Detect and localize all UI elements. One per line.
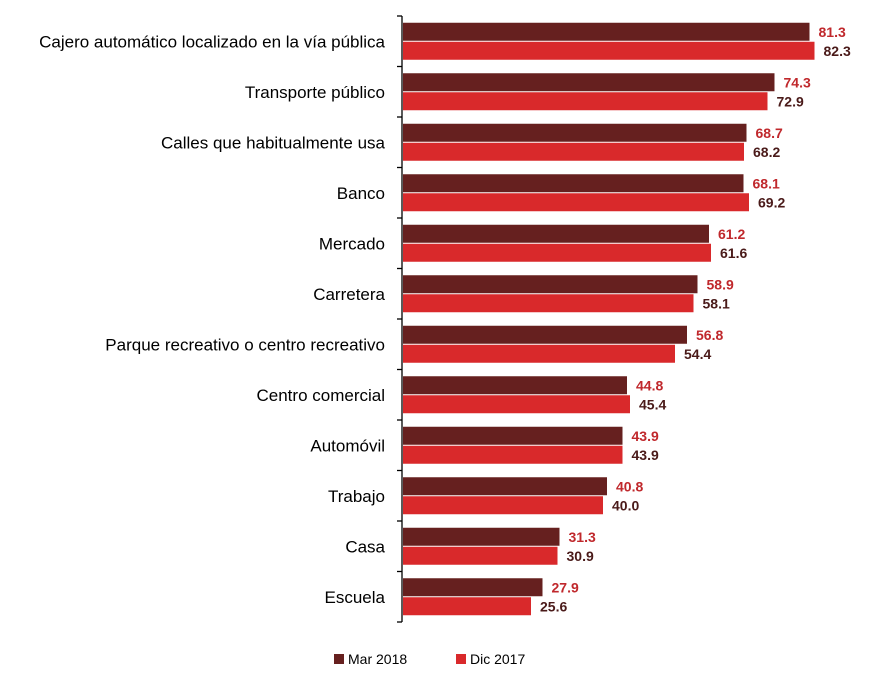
bar-mar-2018 bbox=[403, 22, 810, 41]
data-label-dic-2017: 25.6 bbox=[540, 598, 567, 614]
legend-item-dic-2017: Dic 2017 bbox=[456, 651, 525, 667]
data-label-mar-2018: 81.3 bbox=[819, 24, 846, 40]
axis-layer bbox=[397, 15, 403, 623]
data-label-dic-2017: 72.9 bbox=[777, 93, 804, 109]
legend-swatch bbox=[334, 654, 344, 664]
data-label-dic-2017: 30.9 bbox=[567, 548, 594, 564]
bar-mar-2018 bbox=[403, 376, 627, 395]
data-label-mar-2018: 44.8 bbox=[636, 377, 663, 393]
bar-dic-2017 bbox=[403, 496, 603, 515]
bar-mar-2018 bbox=[403, 426, 623, 445]
data-label-mar-2018: 27.9 bbox=[552, 579, 579, 595]
category-label: Cajero automático localizado en la vía p… bbox=[39, 32, 385, 51]
data-label-mar-2018: 68.1 bbox=[753, 175, 780, 191]
category-label: Calles que habitualmente usa bbox=[161, 133, 386, 152]
bar-dic-2017 bbox=[403, 445, 623, 464]
category-label: Escuela bbox=[325, 588, 386, 607]
bar-mar-2018 bbox=[403, 527, 560, 546]
data-label-dic-2017: 54.4 bbox=[684, 346, 711, 362]
category-label: Centro comercial bbox=[257, 386, 386, 405]
data-label-dic-2017: 43.9 bbox=[632, 447, 659, 463]
bar-mar-2018 bbox=[403, 73, 775, 92]
bar-dic-2017 bbox=[403, 41, 815, 60]
category-label: Mercado bbox=[319, 234, 385, 253]
bar-dic-2017 bbox=[403, 597, 531, 616]
category-label: Casa bbox=[345, 537, 385, 556]
data-label-mar-2018: 31.3 bbox=[569, 529, 596, 545]
labels-layer: Cajero automático localizado en la vía p… bbox=[39, 24, 851, 615]
category-label: Carretera bbox=[313, 285, 385, 304]
data-label-dic-2017: 58.1 bbox=[703, 295, 730, 311]
data-label-mar-2018: 58.9 bbox=[707, 276, 734, 292]
bar-dic-2017 bbox=[403, 243, 711, 262]
data-label-dic-2017: 45.4 bbox=[639, 396, 666, 412]
bar-mar-2018 bbox=[403, 477, 607, 496]
category-label: Transporte público bbox=[245, 83, 385, 102]
bar-dic-2017 bbox=[403, 142, 744, 161]
legend-label: Dic 2017 bbox=[470, 651, 525, 667]
legend-item-mar-2018: Mar 2018 bbox=[334, 651, 407, 667]
category-label: Parque recreativo o centro recreativo bbox=[105, 335, 385, 354]
category-label: Trabajo bbox=[328, 487, 385, 506]
data-label-dic-2017: 82.3 bbox=[824, 43, 851, 59]
category-label: Automóvil bbox=[310, 436, 385, 455]
bar-dic-2017 bbox=[403, 546, 558, 565]
data-label-mar-2018: 43.9 bbox=[632, 428, 659, 444]
data-label-dic-2017: 68.2 bbox=[753, 144, 780, 160]
data-label-dic-2017: 61.6 bbox=[720, 245, 747, 261]
bar-mar-2018 bbox=[403, 578, 543, 597]
data-label-dic-2017: 69.2 bbox=[758, 194, 785, 210]
bar-mar-2018 bbox=[403, 174, 744, 193]
bars-layer bbox=[403, 22, 815, 616]
legend-swatch bbox=[456, 654, 466, 664]
bar-mar-2018 bbox=[403, 325, 687, 344]
data-label-dic-2017: 40.0 bbox=[612, 497, 639, 513]
data-label-mar-2018: 61.2 bbox=[718, 226, 745, 242]
bar-mar-2018 bbox=[403, 275, 698, 294]
bar-dic-2017 bbox=[403, 294, 694, 313]
data-label-mar-2018: 40.8 bbox=[616, 478, 643, 494]
data-label-mar-2018: 74.3 bbox=[784, 74, 811, 90]
bar-dic-2017 bbox=[403, 344, 675, 363]
category-label: Banco bbox=[337, 184, 385, 203]
data-label-mar-2018: 68.7 bbox=[756, 125, 783, 141]
bar-dic-2017 bbox=[403, 92, 768, 111]
bar-mar-2018 bbox=[403, 123, 747, 142]
bar-dic-2017 bbox=[403, 395, 630, 414]
data-label-mar-2018: 56.8 bbox=[696, 327, 723, 343]
bar-mar-2018 bbox=[403, 224, 709, 243]
bar-dic-2017 bbox=[403, 193, 749, 212]
legend-label: Mar 2018 bbox=[348, 651, 407, 667]
legend: Mar 2018 Dic 2017 bbox=[334, 651, 525, 667]
